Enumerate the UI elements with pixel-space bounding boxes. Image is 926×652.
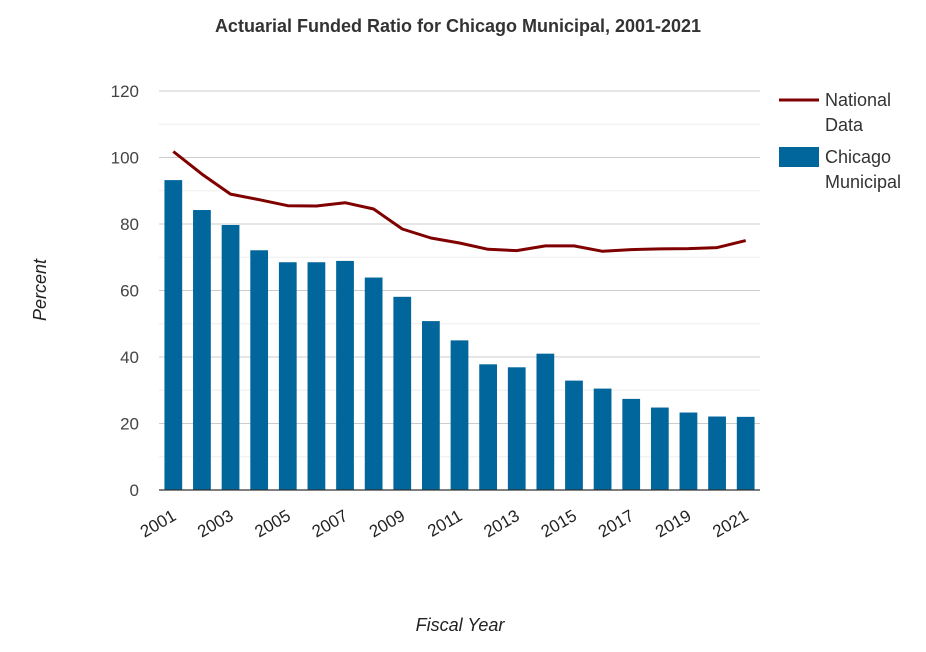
bar xyxy=(708,416,726,490)
y-tick-labels: 0 20 40 60 80 100 120 xyxy=(111,82,139,500)
bar xyxy=(536,353,555,490)
x-tick-label: 2011 xyxy=(424,506,465,541)
x-tick-label: 2007 xyxy=(309,506,351,541)
bar xyxy=(679,412,698,490)
legend-label-national: Data xyxy=(825,115,864,135)
bar xyxy=(422,321,440,490)
bar xyxy=(622,398,641,490)
bar xyxy=(250,250,269,490)
bar xyxy=(307,262,326,490)
bar xyxy=(164,180,183,491)
x-tick-label: 2017 xyxy=(595,506,637,541)
x-tick-label: 2019 xyxy=(652,506,694,541)
bar xyxy=(479,364,497,490)
bar xyxy=(393,296,412,490)
bar xyxy=(736,416,755,490)
x-tick-label: 2001 xyxy=(137,506,179,541)
y-tick-label: 0 xyxy=(130,481,139,500)
bar-series xyxy=(164,180,755,491)
y-tick-label: 40 xyxy=(120,348,139,367)
x-axis-title: Fiscal Year xyxy=(416,615,506,635)
legend: National Data Chicago Municipal xyxy=(779,90,901,192)
bar xyxy=(565,380,583,490)
x-tick-label: 2013 xyxy=(480,506,522,541)
x-tick-label: 2015 xyxy=(538,506,580,541)
bar xyxy=(650,407,669,490)
chart-title: Actuarial Funded Ratio for Chicago Munic… xyxy=(215,16,701,36)
bar xyxy=(336,260,354,490)
line-series xyxy=(172,150,747,253)
bar xyxy=(193,210,211,490)
bar xyxy=(278,262,297,490)
bar xyxy=(364,277,383,490)
y-tick-label: 60 xyxy=(120,282,139,301)
bar xyxy=(450,340,469,490)
x-tick-label: 2005 xyxy=(252,506,294,541)
legend-swatch-chicago xyxy=(779,147,819,167)
y-axis-title: Percent xyxy=(30,258,50,321)
legend-label-chicago: Chicago xyxy=(825,147,891,167)
y-tick-label: 20 xyxy=(120,415,139,434)
x-tick-label: 2003 xyxy=(194,506,236,541)
y-tick-label: 100 xyxy=(111,149,139,168)
x-tick-label: 2021 xyxy=(709,506,751,541)
legend-label-chicago: Municipal xyxy=(825,172,901,192)
y-tick-label: 80 xyxy=(120,215,139,234)
x-tick-labels: 2001 2003 2005 2007 2009 2011 2013 2015 2017 2019… xyxy=(137,506,752,541)
bar xyxy=(221,224,240,490)
national-data-line xyxy=(172,150,747,253)
legend-label-national: National xyxy=(825,90,891,110)
bar xyxy=(507,367,526,490)
bar xyxy=(593,388,612,490)
y-tick-label: 120 xyxy=(111,82,139,101)
x-tick-label: 2009 xyxy=(366,506,408,541)
